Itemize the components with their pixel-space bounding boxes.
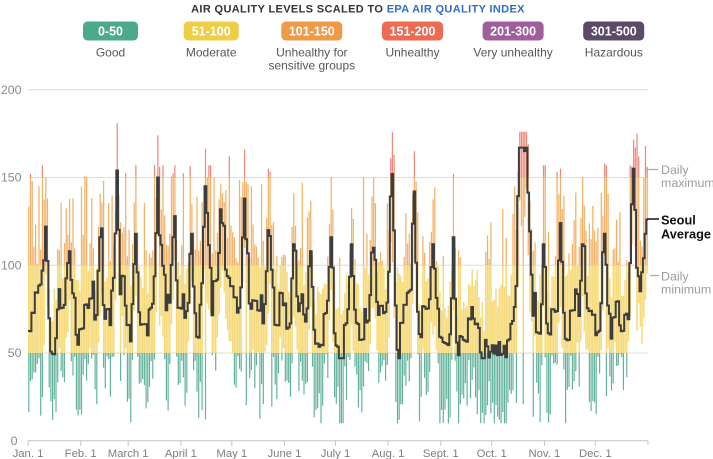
svg-text:Oct. 1: Oct. 1 bbox=[477, 448, 507, 459]
svg-text:Seoul: Seoul bbox=[661, 213, 696, 228]
svg-text:Dec. 1: Dec. 1 bbox=[579, 448, 612, 459]
svg-text:May 1: May 1 bbox=[216, 448, 247, 459]
svg-text:minimum: minimum bbox=[661, 283, 711, 297]
svg-text:Unhealthy: Unhealthy bbox=[385, 46, 439, 60]
svg-text:0: 0 bbox=[11, 434, 18, 448]
svg-text:Nov. 1: Nov. 1 bbox=[528, 448, 560, 459]
svg-text:Moderate: Moderate bbox=[186, 46, 237, 60]
svg-text:March 1: March 1 bbox=[108, 448, 149, 459]
svg-text:Very unhealthy: Very unhealthy bbox=[473, 46, 552, 60]
svg-text:Daily: Daily bbox=[661, 270, 689, 284]
svg-text:April 1: April 1 bbox=[165, 448, 197, 459]
svg-text:Feb. 1: Feb. 1 bbox=[65, 448, 97, 459]
svg-text:Hazardous: Hazardous bbox=[585, 46, 643, 60]
svg-text:Average: Average bbox=[661, 227, 711, 242]
svg-text:101-150: 101-150 bbox=[289, 25, 335, 39]
svg-text:maximum: maximum bbox=[661, 176, 713, 190]
svg-text:51-100: 51-100 bbox=[192, 25, 231, 39]
svg-text:151-200: 151-200 bbox=[390, 25, 436, 39]
svg-text:200: 200 bbox=[1, 83, 22, 97]
svg-text:Sept. 1: Sept. 1 bbox=[423, 448, 459, 459]
svg-text:Unhealthy for: Unhealthy for bbox=[276, 46, 347, 60]
svg-text:AIR QUALITY LEVELS SCALED TO E: AIR QUALITY LEVELS SCALED TO EPA AIR QUA… bbox=[191, 4, 525, 16]
svg-text:201-300: 201-300 bbox=[490, 25, 536, 39]
svg-text:Daily: Daily bbox=[661, 163, 689, 177]
svg-text:June 1: June 1 bbox=[268, 448, 302, 459]
svg-text:Jan. 1: Jan. 1 bbox=[13, 448, 44, 459]
svg-text:100: 100 bbox=[1, 258, 22, 272]
svg-text:50: 50 bbox=[8, 346, 22, 360]
svg-text:301-500: 301-500 bbox=[591, 25, 637, 39]
svg-text:July 1: July 1 bbox=[321, 448, 351, 459]
svg-text:Aug. 1: Aug. 1 bbox=[372, 448, 405, 459]
svg-text:sensitive groups: sensitive groups bbox=[268, 59, 355, 73]
svg-text:0-50: 0-50 bbox=[98, 25, 123, 39]
svg-text:150: 150 bbox=[1, 171, 22, 185]
svg-text:Good: Good bbox=[96, 46, 125, 60]
